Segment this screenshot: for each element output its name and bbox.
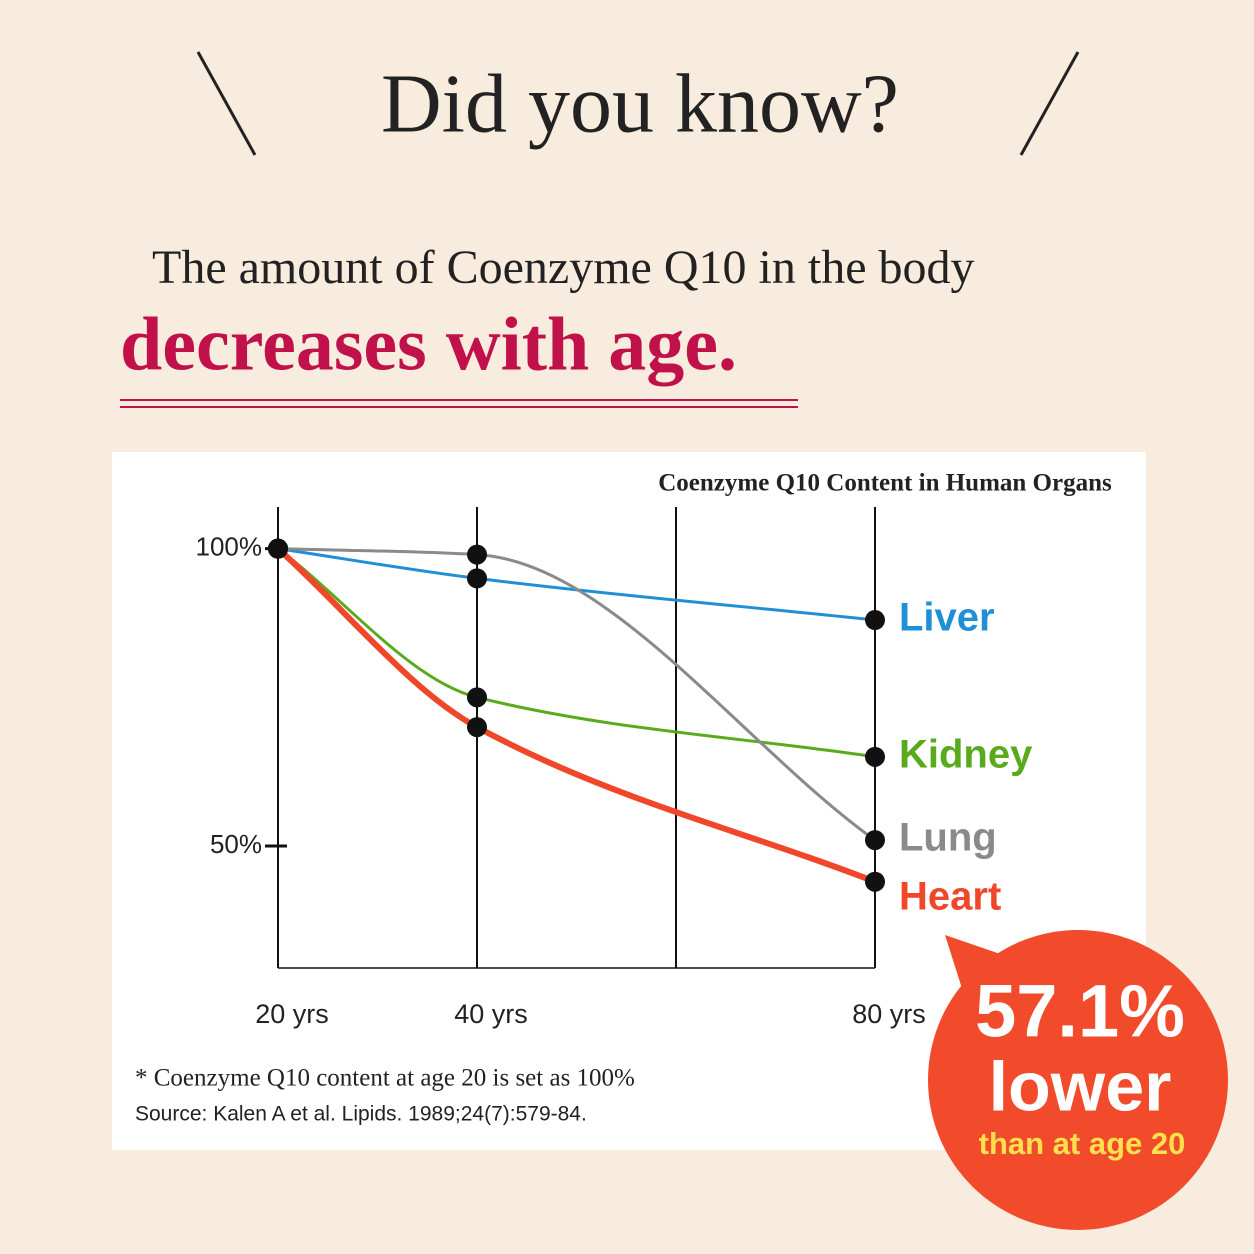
data-point <box>467 568 487 589</box>
y-tick-label: 100% <box>196 532 263 562</box>
highlight: decreases with age. <box>120 302 737 386</box>
data-point <box>467 687 487 708</box>
x-tick-label: 80 yrs <box>852 999 926 1029</box>
data-point <box>865 746 885 767</box>
y-tick-label: 50% <box>210 829 262 859</box>
subtitle: The amount of Coenzyme Q10 in the body <box>152 241 975 294</box>
chart-title: Coenzyme Q10 Content in Human Organs <box>658 470 1112 497</box>
data-point <box>268 538 288 559</box>
series-label: Kidney <box>899 732 1033 776</box>
callout-value: 57.1% <box>975 970 1185 1053</box>
series-label: Lung <box>899 816 997 860</box>
data-point <box>865 830 885 851</box>
x-tick-label: 40 yrs <box>454 999 528 1029</box>
callout-text: lower <box>989 1047 1172 1125</box>
data-point <box>865 871 885 892</box>
slash-right <box>1019 51 1080 156</box>
x-tick-label: 20 yrs <box>255 999 329 1029</box>
series-label: Heart <box>899 874 1001 918</box>
footnote: * Coenzyme Q10 content at age 20 is set … <box>135 1065 635 1092</box>
data-point <box>467 717 487 738</box>
data-point <box>467 544 487 565</box>
data-point <box>865 610 885 631</box>
plot: 20 yrs 40 yrs 80 yrs 100% 50% Liver Kidney Lung… <box>196 507 1033 1029</box>
series-label: Liver <box>899 596 995 640</box>
source: Source: Kalen A et al. Lipids. 1989;24(7… <box>135 1103 587 1126</box>
callout-subtext: than at age 20 <box>979 1126 1186 1161</box>
headline: Did you know? <box>381 57 899 150</box>
series-line <box>275 546 877 885</box>
callout-bubble <box>928 930 1228 1230</box>
slash-left <box>196 51 257 156</box>
series-line <box>277 547 876 622</box>
series-line <box>277 547 876 842</box>
